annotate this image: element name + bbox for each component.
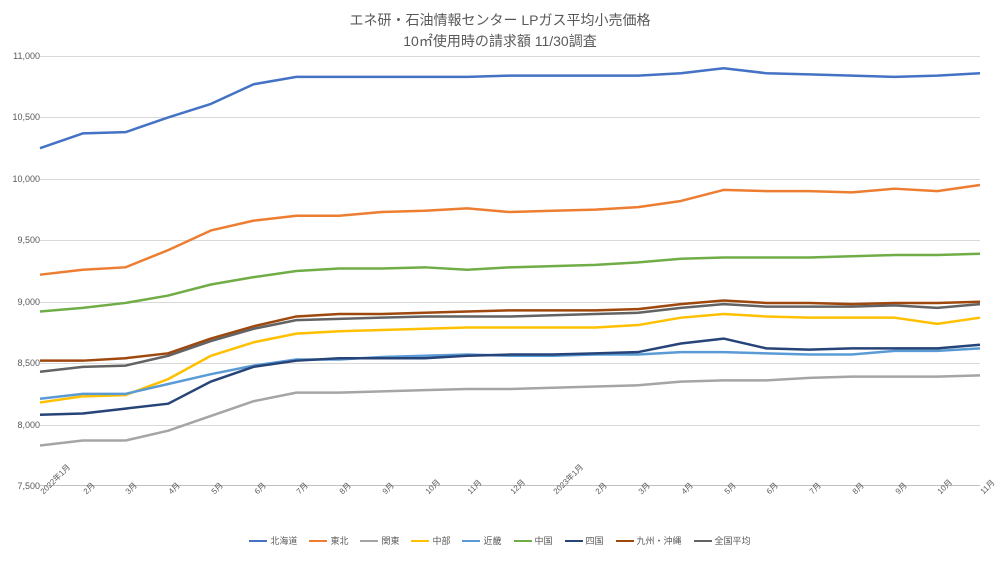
x-tick-label: 5月 xyxy=(722,480,739,497)
x-tick-label: 7月 xyxy=(294,480,311,497)
legend-label: 中部 xyxy=(432,536,450,546)
x-tick-label: 4月 xyxy=(679,480,696,497)
y-tick-label: 7,500 xyxy=(17,481,40,491)
legend-item: 中国 xyxy=(514,534,553,547)
legend-item: 中部 xyxy=(411,534,450,547)
series-line xyxy=(40,304,980,372)
legend-swatch xyxy=(360,540,378,542)
x-tick-label: 11月 xyxy=(465,477,484,496)
legend-label: 東北 xyxy=(330,536,348,546)
legend-item: 近畿 xyxy=(462,534,501,547)
legend-swatch xyxy=(616,540,634,542)
x-tick-label: 6月 xyxy=(252,480,269,497)
y-tick-label: 8,000 xyxy=(17,420,40,430)
x-tick-label: 2月 xyxy=(593,480,610,497)
y-tick-label: 8,500 xyxy=(17,358,40,368)
legend-swatch xyxy=(514,540,532,542)
line-series xyxy=(40,56,980,486)
legend-label: 関東 xyxy=(381,536,399,546)
legend-swatch xyxy=(565,540,583,542)
y-tick-label: 9,500 xyxy=(17,235,40,245)
x-tick-label: 8月 xyxy=(337,480,354,497)
legend-swatch xyxy=(249,540,267,542)
x-tick-label: 7月 xyxy=(807,480,824,497)
x-tick-label: 6月 xyxy=(764,480,781,497)
legend-item: 北海道 xyxy=(249,534,297,547)
legend-swatch xyxy=(694,540,712,542)
legend-label: 近畿 xyxy=(483,536,501,546)
legend-label: 四国 xyxy=(586,536,604,546)
title-line-2: 10㎡使用時の請求額 11/30調査 xyxy=(20,31,980,52)
title-line-1: エネ研・石油情報センター LPガス平均小売価格 xyxy=(20,10,980,31)
x-tick-label: 9月 xyxy=(380,480,397,497)
series-line xyxy=(40,185,980,275)
legend-label: 中国 xyxy=(535,536,553,546)
x-tick-label: 5月 xyxy=(209,480,226,497)
x-tick-label: 3月 xyxy=(636,480,653,497)
x-tick-label: 8月 xyxy=(850,480,867,497)
legend-swatch xyxy=(309,540,327,542)
series-line xyxy=(40,348,980,398)
legend: 北海道 東北 関東 中部 近畿 中国 四国 九州・沖縄 全国平均 xyxy=(20,534,980,547)
legend-item: 全国平均 xyxy=(694,534,751,547)
x-tick-label: 9月 xyxy=(893,480,910,497)
x-tick-label: 3月 xyxy=(123,480,140,497)
y-tick-label: 11,000 xyxy=(13,51,40,61)
x-axis: 2022年1月2月3月4月5月6月7月8月9月10月11月12月2023年1月2… xyxy=(40,481,980,521)
y-tick-label: 10,500 xyxy=(12,112,40,122)
legend-item: 九州・沖縄 xyxy=(616,534,682,547)
legend-item: 東北 xyxy=(309,534,348,547)
chart-title: エネ研・石油情報センター LPガス平均小売価格 10㎡使用時の請求額 11/30… xyxy=(20,10,980,52)
x-tick-label: 11月 xyxy=(978,477,997,496)
x-tick-label: 4月 xyxy=(166,480,183,497)
legend-swatch xyxy=(462,540,480,542)
legend-label: 九州・沖縄 xyxy=(637,536,682,546)
series-line xyxy=(40,375,980,445)
y-tick-label: 9,000 xyxy=(17,297,40,307)
legend-item: 四国 xyxy=(565,534,604,547)
series-line xyxy=(40,68,980,148)
y-axis: 7,5008,0008,5009,0009,50010,00010,50011,… xyxy=(5,56,40,486)
legend-item: 関東 xyxy=(360,534,399,547)
legend-label: 北海道 xyxy=(270,536,297,546)
legend-swatch xyxy=(411,540,429,542)
chart-container: エネ研・石油情報センター LPガス平均小売価格 10㎡使用時の請求額 11/30… xyxy=(0,0,1000,581)
y-tick-label: 10,000 xyxy=(12,174,40,184)
x-tick-label: 2月 xyxy=(81,480,98,497)
legend-label: 全国平均 xyxy=(715,536,751,546)
plot-area: 7,5008,0008,5009,0009,50010,00010,50011,… xyxy=(40,56,980,486)
